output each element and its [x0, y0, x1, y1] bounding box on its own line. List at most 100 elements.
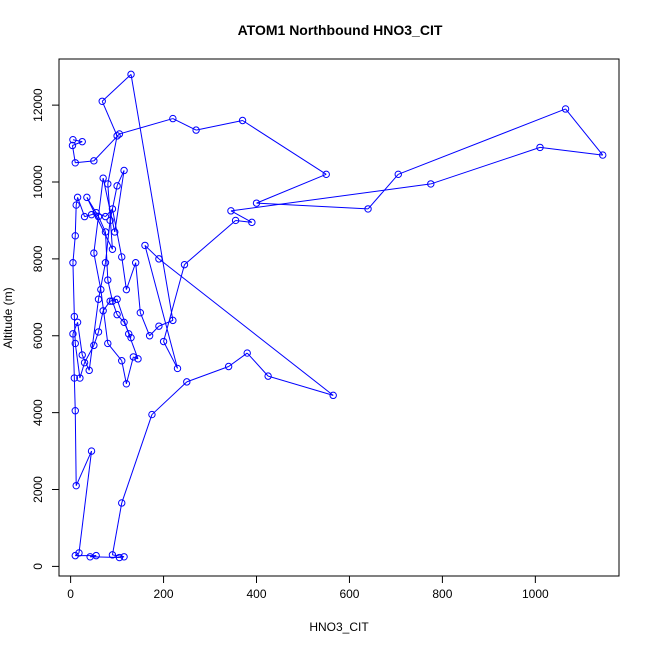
- series-segment: [133, 356, 139, 360]
- data-point: [131, 259, 140, 267]
- data-point: [69, 136, 77, 144]
- series-segment: [430, 146, 541, 185]
- data-point: [78, 351, 86, 359]
- series-segment: [107, 135, 118, 185]
- data-point: [120, 318, 128, 327]
- series-segment: [101, 74, 132, 102]
- series-segment: [91, 212, 97, 216]
- series-segment: [72, 322, 79, 335]
- data-point: [99, 174, 107, 182]
- series-segment: [104, 231, 109, 281]
- series-segment: [119, 556, 125, 559]
- series-segment: [102, 300, 111, 312]
- data-point: [113, 295, 121, 303]
- data-point: [68, 141, 77, 150]
- data-point: [264, 372, 272, 380]
- series-segment: [256, 202, 369, 210]
- data-point: [87, 447, 96, 455]
- data-point: [155, 322, 163, 330]
- series-segment: [144, 245, 178, 369]
- data-point: [243, 349, 251, 357]
- series-segment: [93, 331, 99, 346]
- series-segment: [128, 333, 139, 359]
- data-point: [90, 249, 98, 257]
- data-point: [98, 97, 106, 105]
- series-segment: [105, 208, 113, 217]
- series-segment: [93, 253, 102, 290]
- data-point: [183, 378, 191, 386]
- data-point: [136, 308, 145, 317]
- data-point: [224, 362, 233, 371]
- data-point: [108, 297, 117, 305]
- series-segment: [228, 352, 248, 367]
- series-segment: [125, 262, 137, 290]
- series-segment: [73, 378, 76, 411]
- x-tick-label: 600: [339, 587, 359, 601]
- series-segment: [186, 366, 229, 383]
- data-point: [231, 216, 240, 225]
- x-axis-label: HNO3_CIT: [309, 620, 369, 634]
- series-segment: [539, 146, 603, 156]
- data-point: [104, 339, 112, 348]
- y-tick-label: 0: [31, 563, 45, 570]
- data-point: [329, 391, 337, 400]
- series-segment: [184, 220, 236, 266]
- data-point: [159, 337, 168, 346]
- data-point: [106, 216, 114, 225]
- x-tick-label: 200: [154, 587, 174, 601]
- x-tick-label: 0: [67, 587, 74, 601]
- data-point: [192, 126, 200, 134]
- series-segment: [79, 362, 86, 379]
- data-point: [180, 260, 189, 269]
- series-segment: [78, 451, 93, 553]
- series-segment: [98, 262, 106, 300]
- series-segment: [367, 173, 399, 210]
- data-point: [427, 180, 435, 188]
- x-tick-label: 400: [246, 587, 266, 601]
- data-point: [71, 232, 79, 240]
- data-point: [113, 132, 121, 140]
- data-point: [536, 143, 544, 152]
- series-segment: [139, 312, 151, 336]
- series-segment: [72, 139, 83, 143]
- data-point: [70, 312, 79, 321]
- series-segment: [74, 343, 81, 379]
- y-tick-label: 2000: [31, 476, 45, 503]
- series-segment: [74, 552, 80, 557]
- x-tick-label: 1000: [522, 587, 549, 601]
- data-point: [72, 201, 80, 209]
- data-point: [80, 212, 89, 221]
- data-point: [125, 330, 133, 338]
- series-segment: [130, 74, 174, 321]
- series-segment: [86, 197, 99, 217]
- data-point: [90, 341, 98, 350]
- data-point: [90, 157, 98, 165]
- series-segment: [158, 258, 334, 396]
- data-point: [169, 114, 177, 123]
- data-point: [104, 276, 112, 284]
- data-point: [71, 159, 79, 167]
- series-segment: [158, 319, 174, 327]
- data-point: [94, 295, 103, 303]
- series-segment: [72, 262, 75, 317]
- data-point: [118, 253, 126, 261]
- series-segment: [565, 108, 604, 156]
- data-point: [101, 212, 110, 221]
- data-point: [92, 551, 100, 560]
- series-segment: [172, 118, 197, 131]
- data-point: [122, 380, 131, 388]
- data-point: [248, 218, 256, 227]
- data-point: [145, 332, 154, 340]
- series-segment: [125, 356, 134, 384]
- y-axis: 0 2000 4000 6000 8000 10000 12000: [31, 88, 60, 570]
- data-point: [561, 105, 570, 113]
- series-segment: [119, 118, 173, 135]
- data-point: [252, 199, 261, 207]
- data-point: [69, 259, 77, 267]
- series-segment: [72, 141, 83, 146]
- series-segment: [88, 299, 99, 371]
- y-tick-label: 8000: [31, 245, 45, 272]
- data-point: [92, 209, 100, 217]
